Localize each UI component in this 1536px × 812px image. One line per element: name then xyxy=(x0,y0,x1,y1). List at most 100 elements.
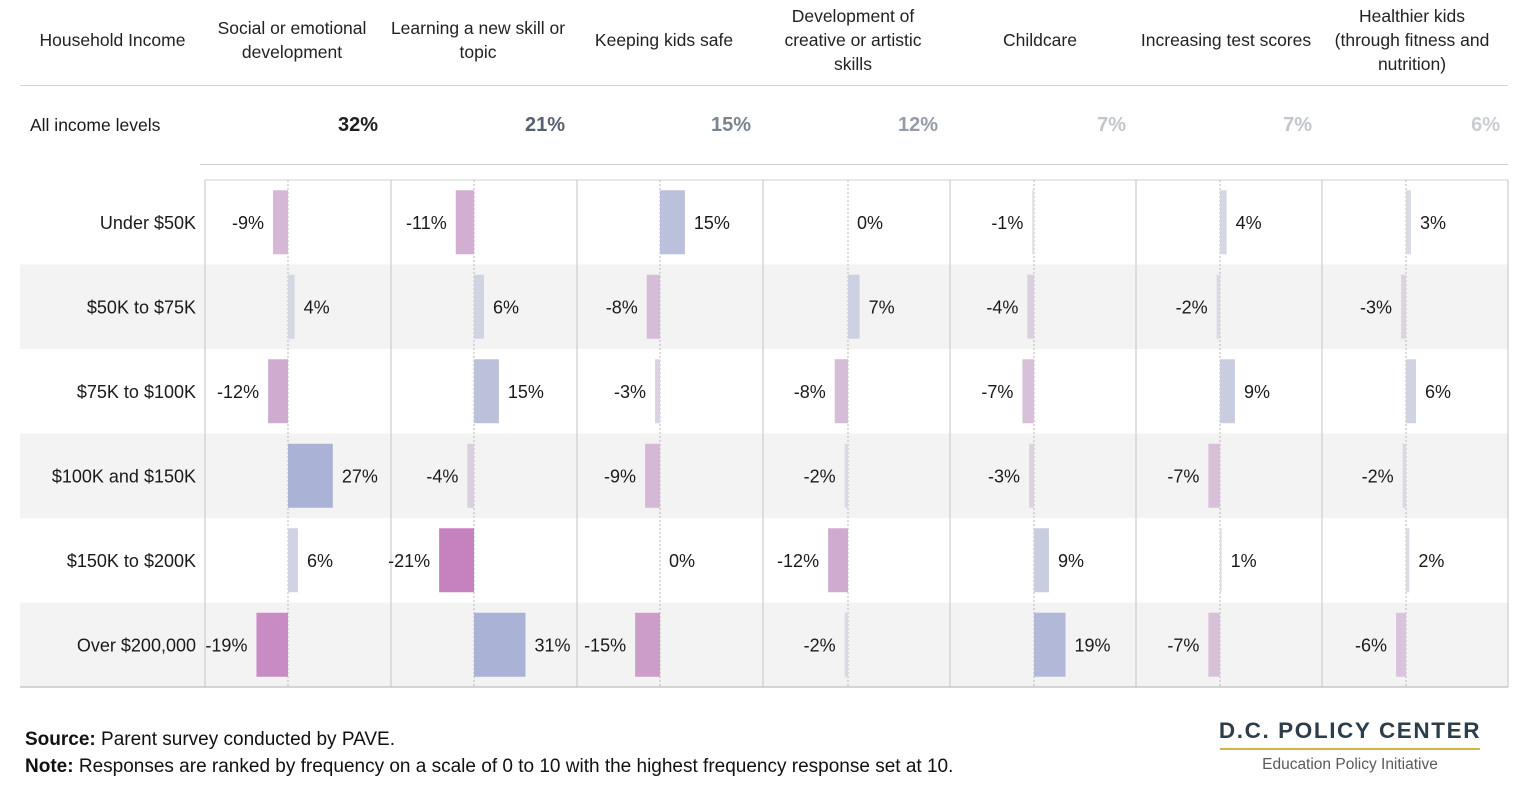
data-label: 9% xyxy=(1058,551,1084,571)
data-label: -3% xyxy=(614,382,646,402)
data-label: -1% xyxy=(991,213,1023,233)
bar xyxy=(256,612,288,677)
data-label: 1% xyxy=(1231,551,1257,571)
data-label: 9% xyxy=(1244,382,1270,402)
column-header: Learning a new skill or topic xyxy=(390,18,566,62)
bar xyxy=(660,190,685,255)
method-note: Note: Responses are ranked by frequency … xyxy=(25,756,953,778)
data-label: 6% xyxy=(493,297,519,317)
bar xyxy=(1220,190,1227,255)
data-label: -4% xyxy=(426,466,458,486)
source-text: Parent survey conducted by PAVE. xyxy=(95,729,395,750)
row-label: $50K to $75K xyxy=(87,297,196,317)
brand-underline xyxy=(1220,748,1480,750)
data-label: 3% xyxy=(1420,213,1446,233)
all-levels-value: 7% xyxy=(1283,113,1312,136)
source-label: Source: xyxy=(25,729,96,750)
bar xyxy=(1208,443,1220,508)
data-label: -9% xyxy=(604,466,636,486)
row-label: Over $200,000 xyxy=(77,635,196,655)
bar xyxy=(646,274,660,339)
all-levels-value: 32% xyxy=(337,113,378,136)
bar xyxy=(828,528,848,593)
data-label: -2% xyxy=(1362,466,1394,486)
bar xyxy=(288,443,333,508)
bar xyxy=(1401,274,1406,339)
row-label: $75K to $100K xyxy=(77,382,196,402)
data-label: -12% xyxy=(217,382,259,402)
data-label: 4% xyxy=(304,297,330,317)
bar xyxy=(1208,612,1220,677)
note-text: Responses are ranked by frequency on a s… xyxy=(73,756,954,777)
all-levels-value: 15% xyxy=(710,113,751,136)
row-shading xyxy=(20,433,1508,518)
bar xyxy=(474,612,526,677)
bar xyxy=(655,359,660,424)
data-label: -9% xyxy=(232,213,264,233)
brand-subtitle: Education Policy Initiative xyxy=(1262,756,1438,773)
all-levels-value: 12% xyxy=(897,113,938,136)
column-header: Social or emotional development xyxy=(217,18,367,62)
data-label: 15% xyxy=(508,382,544,402)
column-header: Development of creative or artistic skil… xyxy=(784,6,922,74)
bar xyxy=(288,528,298,593)
data-label: -2% xyxy=(1176,297,1208,317)
all-levels-value: 21% xyxy=(524,113,565,136)
data-label: -21% xyxy=(388,551,430,571)
data-label: 27% xyxy=(342,466,378,486)
bar xyxy=(1406,528,1410,593)
all-income-levels-label: All income levels xyxy=(30,114,161,135)
bar xyxy=(273,190,288,255)
data-label: 6% xyxy=(307,551,333,571)
bar xyxy=(268,359,288,424)
all-income-levels-row: All income levels 32% 21% 15% 12% 7% 7% … xyxy=(20,86,1508,164)
data-label: 19% xyxy=(1075,635,1111,655)
data-label: 7% xyxy=(869,297,895,317)
row-label: $150K to $200K xyxy=(67,551,196,571)
summary-divider xyxy=(200,164,1508,165)
data-label: -19% xyxy=(205,635,247,655)
bar xyxy=(1022,359,1034,424)
data-label: 15% xyxy=(694,213,730,233)
all-levels-value: 6% xyxy=(1471,113,1500,136)
data-label: -3% xyxy=(1360,297,1392,317)
bar xyxy=(467,443,474,508)
diverging-bar-grid: Under $50K $50K to $75K $75K to $100K $100K… xyxy=(20,179,1509,688)
data-label: 6% xyxy=(1425,382,1451,402)
all-levels-value: 7% xyxy=(1097,113,1126,136)
data-label: 0% xyxy=(857,213,883,233)
bar xyxy=(1216,274,1220,339)
brand-name: D.C. POLICY CENTER xyxy=(1218,718,1482,743)
data-label: -7% xyxy=(1167,635,1199,655)
bar xyxy=(834,359,848,424)
bar xyxy=(1034,528,1049,593)
data-label: -2% xyxy=(804,466,836,486)
bar xyxy=(848,274,860,339)
bar xyxy=(1034,612,1066,677)
brand-logo: D.C. POLICY CENTER Education Policy Init… xyxy=(1216,718,1484,774)
row-label-header: Household Income xyxy=(39,30,186,50)
data-label: -8% xyxy=(794,382,826,402)
bar xyxy=(1406,359,1416,424)
data-label: -2% xyxy=(804,635,836,655)
data-label: -6% xyxy=(1355,635,1387,655)
row-shading xyxy=(20,264,1508,349)
data-label: -15% xyxy=(584,635,626,655)
column-header-row: Household Income Social or emotional dev… xyxy=(20,0,1508,86)
bar xyxy=(1029,443,1034,508)
column-header: Increasing test scores xyxy=(1140,30,1312,50)
data-label: 2% xyxy=(1418,551,1444,571)
bar xyxy=(474,274,484,339)
data-label: 4% xyxy=(1236,213,1262,233)
bar xyxy=(1406,190,1411,255)
bar xyxy=(1032,190,1034,255)
bar xyxy=(1396,612,1406,677)
bar xyxy=(1220,528,1222,593)
bar xyxy=(439,528,474,593)
bar xyxy=(455,190,474,255)
bar xyxy=(844,612,848,677)
data-label: -8% xyxy=(606,297,638,317)
bar xyxy=(474,359,499,424)
row-label: Under $50K xyxy=(100,213,196,233)
column-header: Childcare xyxy=(1003,30,1077,50)
